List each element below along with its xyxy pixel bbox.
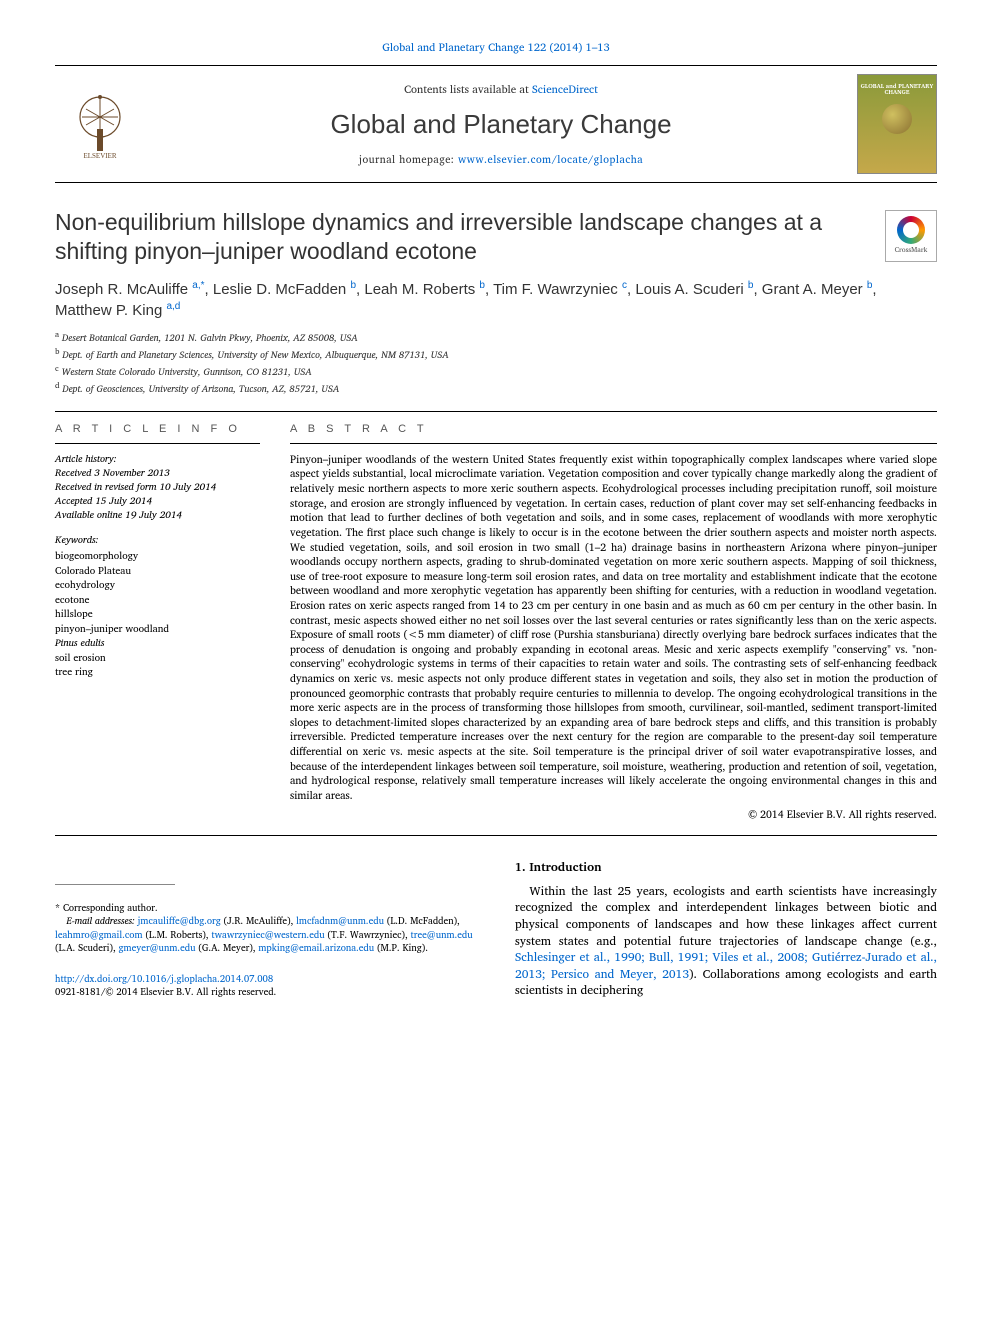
- abstract-copyright: © 2014 Elsevier B.V. All rights reserved…: [290, 807, 937, 821]
- elsevier-tree-icon: ELSEVIER: [70, 89, 130, 159]
- crossmark-badge[interactable]: CrossMark: [885, 210, 937, 262]
- author-email-link[interactable]: jmcauliffe@dbg.org: [138, 914, 221, 929]
- keyword: ecotone: [55, 593, 260, 608]
- keyword: Pinus edulis: [55, 636, 260, 651]
- keywords-list: biogeomorphologyColorado Plateauecohydro…: [55, 549, 260, 680]
- keywords-label: Keywords:: [55, 534, 260, 548]
- divider: [55, 411, 937, 412]
- history-line: Received 3 November 2013: [55, 466, 260, 480]
- abstract-text: Pinyon–juniper woodlands of the western …: [290, 452, 937, 803]
- author: Grant A. Meyer b: [762, 281, 873, 298]
- crossmark-icon: [897, 216, 925, 244]
- keyword: ecohydrology: [55, 578, 260, 593]
- keyword: pinyon–juniper woodland: [55, 622, 260, 637]
- sciencedirect-link[interactable]: ScienceDirect: [532, 80, 598, 98]
- doi-block: http://dx.doi.org/10.1016/j.gloplacha.20…: [55, 973, 485, 1000]
- journal-cover-thumb: GLOBAL and PLANETARY CHANGE: [857, 74, 937, 174]
- homepage-line: journal homepage: www.elsevier.com/locat…: [145, 152, 857, 166]
- author: Leslie D. McFadden b: [213, 281, 356, 298]
- keyword: soil erosion: [55, 651, 260, 666]
- footnote-divider: [55, 884, 175, 885]
- issn-copyright: 0921-8181/© 2014 Elsevier B.V. All right…: [55, 985, 276, 1000]
- citation-line: Global and Planetary Change 122 (2014) 1…: [55, 40, 937, 55]
- author-email-link[interactable]: gmeyer@unm.edu: [119, 941, 196, 956]
- publisher-logo: ELSEVIER: [55, 89, 145, 159]
- author: Tim F. Wawrzyniec c: [493, 281, 627, 298]
- section-heading-intro: 1. Introduction: [515, 860, 937, 876]
- footnotes: * Corresponding author. E-mail addresses…: [55, 901, 485, 955]
- affiliation: c Western State Colorado University, Gun…: [55, 363, 937, 380]
- abstract-heading: A B S T R A C T: [290, 422, 937, 437]
- history-line: Accepted 15 July 2014: [55, 494, 260, 508]
- keyword: tree ring: [55, 665, 260, 680]
- author: Joseph R. McAuliffe a,*: [55, 281, 205, 298]
- keyword: biogeomorphology: [55, 549, 260, 564]
- intro-paragraph: Within the last 25 years, ecologists and…: [515, 884, 937, 1000]
- affiliation: b Dept. of Earth and Planetary Sciences,…: [55, 346, 937, 363]
- author-email-link[interactable]: mpking@email.arizona.edu: [258, 941, 374, 956]
- article-title: Non-equilibrium hillslope dynamics and i…: [55, 208, 845, 266]
- citation-link[interactable]: Global and Planetary Change 122 (2014) 1…: [382, 38, 609, 56]
- article-history: Article history: Received 3 November 201…: [55, 452, 260, 522]
- contents-line: Contents lists available at ScienceDirec…: [145, 82, 857, 97]
- keyword: Colorado Plateau: [55, 564, 260, 579]
- affiliation-list: a Desert Botanical Garden, 1201 N. Galvi…: [55, 329, 937, 397]
- affiliation: d Dept. of Geosciences, University of Ar…: [55, 380, 937, 397]
- author-email-link[interactable]: tree@unm.edu: [411, 928, 473, 943]
- journal-homepage-link[interactable]: www.elsevier.com/locate/gloplacha: [458, 150, 643, 168]
- history-line: Available online 19 July 2014: [55, 508, 260, 522]
- history-line: Received in revised form 10 July 2014: [55, 480, 260, 494]
- keyword: hillslope: [55, 607, 260, 622]
- svg-text:ELSEVIER: ELSEVIER: [83, 152, 116, 159]
- journal-name: Global and Planetary Change: [145, 107, 857, 142]
- affiliation: a Desert Botanical Garden, 1201 N. Galvi…: [55, 329, 937, 346]
- article-info-heading: A R T I C L E I N F O: [55, 422, 260, 437]
- author: Leah M. Roberts b: [364, 281, 485, 298]
- masthead: ELSEVIER Contents lists available at Sci…: [55, 65, 937, 183]
- author-list: Joseph R. McAuliffe a,*, Leslie D. McFad…: [55, 279, 937, 321]
- cover-globe-icon: [882, 104, 912, 134]
- author: Louis A. Scuderi b: [635, 281, 753, 298]
- divider: [55, 835, 937, 836]
- author: Matthew P. King a,d: [55, 302, 180, 319]
